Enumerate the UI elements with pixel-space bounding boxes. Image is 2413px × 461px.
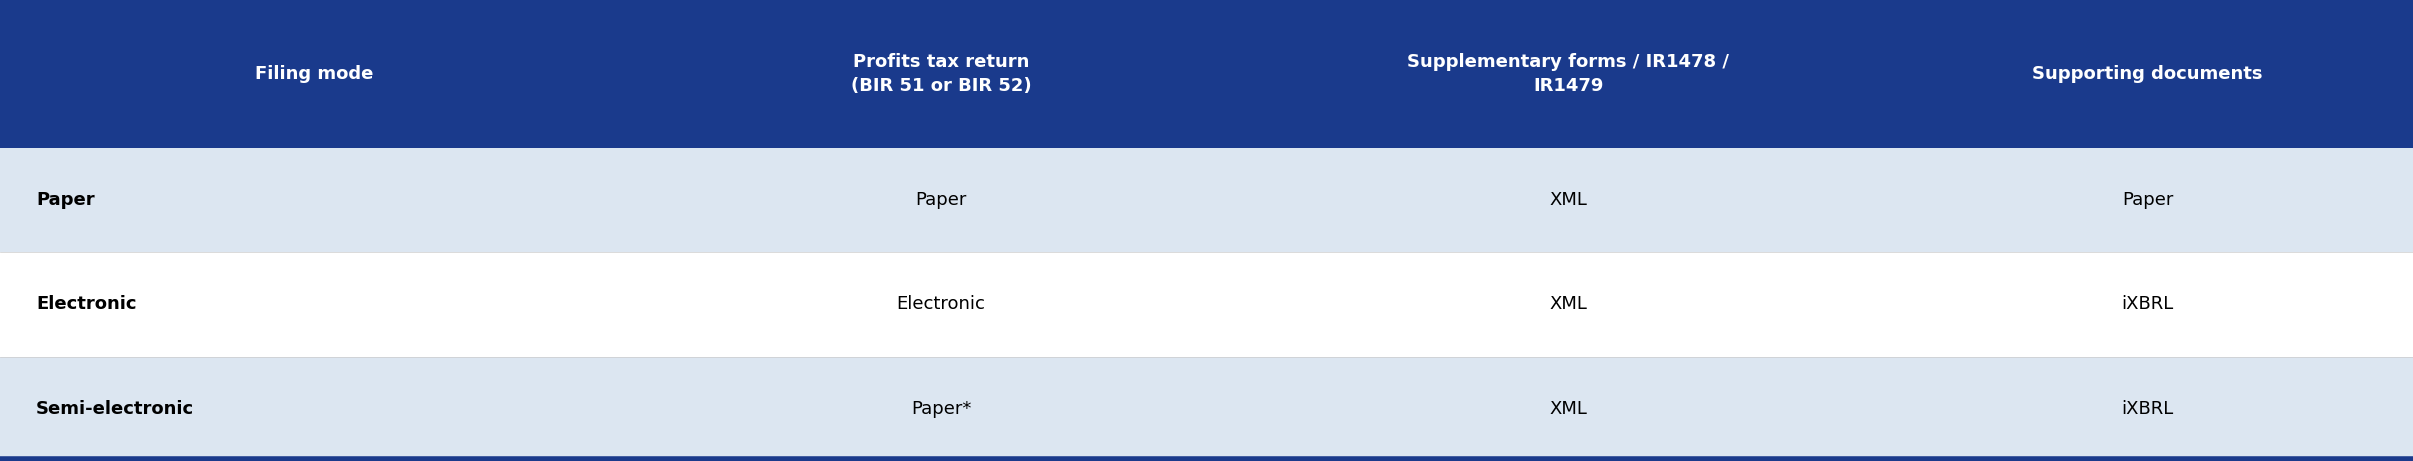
Bar — [0, 0, 2413, 148]
Text: Profits tax return
(BIR 51 or BIR 52): Profits tax return (BIR 51 or BIR 52) — [852, 53, 1030, 95]
Text: Filing mode: Filing mode — [253, 65, 374, 83]
Text: XML: XML — [1549, 400, 1588, 418]
Text: Paper: Paper — [915, 191, 968, 209]
Text: XML: XML — [1549, 295, 1588, 313]
Text: Paper: Paper — [2121, 191, 2174, 209]
Bar — [0, 252, 2413, 356]
Text: iXBRL: iXBRL — [2121, 295, 2174, 313]
Text: iXBRL: iXBRL — [2121, 400, 2174, 418]
Text: Supporting documents: Supporting documents — [2032, 65, 2263, 83]
Text: Paper*: Paper* — [910, 400, 972, 418]
Bar — [0, 356, 2413, 461]
Text: Semi-electronic: Semi-electronic — [36, 400, 195, 418]
Text: Electronic: Electronic — [898, 295, 985, 313]
Bar — [0, 148, 2413, 252]
Text: Supplementary forms / IR1478 /
IR1479: Supplementary forms / IR1478 / IR1479 — [1407, 53, 1730, 95]
Text: Paper: Paper — [36, 191, 94, 209]
Text: XML: XML — [1549, 191, 1588, 209]
Text: Electronic: Electronic — [36, 295, 138, 313]
